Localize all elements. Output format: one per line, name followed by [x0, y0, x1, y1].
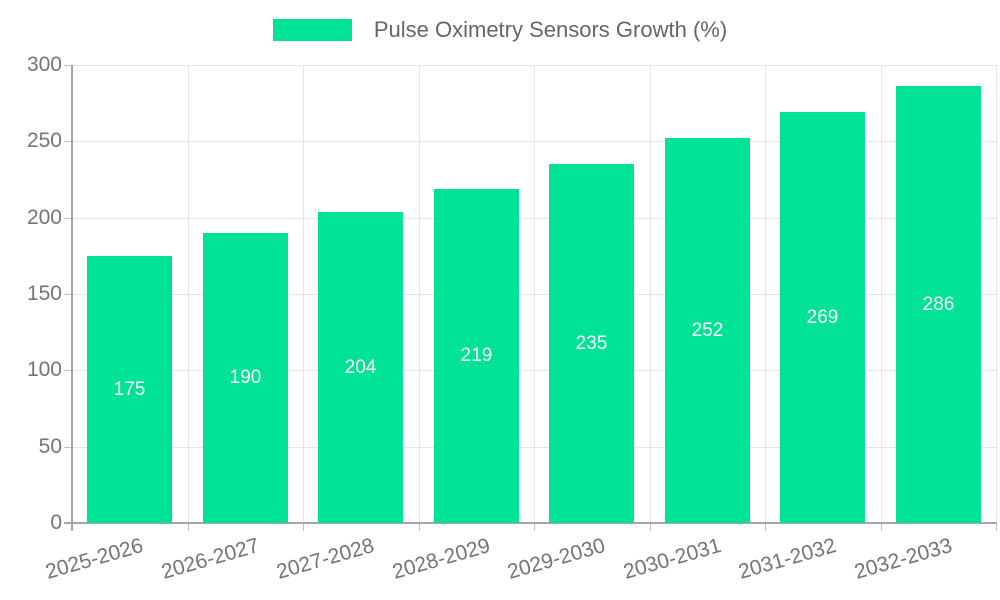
- y-axis-tick-label: 0: [50, 511, 62, 534]
- bar[interactable]: [665, 138, 750, 523]
- gridline-vertical: [303, 65, 304, 523]
- gridline-vertical: [188, 65, 189, 523]
- bar-value-label: 269: [806, 307, 839, 328]
- x-tick-mark: [881, 524, 882, 531]
- y-tick-mark: [64, 294, 72, 295]
- x-tick-mark: [419, 524, 420, 531]
- y-tick-mark: [64, 370, 72, 371]
- x-axis-tick-label: 2027-2028: [274, 534, 378, 584]
- legend-swatch-icon: [272, 19, 352, 41]
- bar[interactable]: [434, 189, 519, 523]
- x-axis-tick-label: 2031-2032: [736, 534, 840, 584]
- x-tick-mark: [303, 524, 304, 531]
- x-axis-tick-label: 2030-2031: [620, 534, 724, 584]
- bar[interactable]: [549, 164, 634, 523]
- gridline-vertical: [534, 65, 535, 523]
- bar[interactable]: [780, 112, 865, 523]
- y-axis-line: [71, 65, 73, 531]
- bar-value-label: 190: [229, 367, 262, 388]
- bar-value-label: 252: [691, 320, 724, 341]
- y-axis-tick-label: 200: [26, 206, 62, 229]
- gridline-vertical: [650, 65, 651, 523]
- bar-value-label: 286: [922, 294, 955, 315]
- gridline-vertical: [765, 65, 766, 523]
- y-axis-tick-label: 100: [26, 358, 62, 381]
- bar-value-label: 204: [344, 357, 377, 378]
- y-axis-tick-label: 150: [26, 282, 62, 305]
- gridline-vertical: [996, 65, 997, 523]
- x-tick-mark: [534, 524, 535, 531]
- x-axis-tick-label: 2029-2030: [505, 534, 609, 584]
- y-tick-mark: [64, 218, 72, 219]
- x-tick-mark: [188, 524, 189, 531]
- x-axis-tick-label: 2032-2033: [851, 534, 955, 584]
- bar-value-label: 219: [460, 345, 493, 366]
- chart-legend[interactable]: Pulse Oximetry Sensors Growth (%): [0, 17, 1000, 43]
- x-axis-tick-label: 2025-2026: [43, 534, 147, 584]
- bar[interactable]: [318, 212, 403, 523]
- y-axis-tick-label: 300: [26, 53, 62, 76]
- bar-value-label: 235: [575, 333, 608, 354]
- legend-label: Pulse Oximetry Sensors Growth (%): [373, 17, 728, 42]
- x-axis-line: [64, 522, 997, 524]
- y-tick-mark: [64, 141, 72, 142]
- x-axis-tick-label: 2028-2029: [389, 534, 493, 584]
- gridline-vertical: [419, 65, 420, 523]
- bar[interactable]: [203, 233, 288, 523]
- bar[interactable]: [87, 256, 172, 523]
- x-tick-mark: [765, 524, 766, 531]
- gridline-vertical: [881, 65, 882, 523]
- y-axis-tick-label: 250: [26, 129, 62, 152]
- y-tick-mark: [64, 65, 72, 66]
- x-tick-mark: [996, 524, 997, 531]
- bar[interactable]: [896, 86, 981, 523]
- bar-value-label: 175: [113, 379, 146, 400]
- x-tick-mark: [650, 524, 651, 531]
- y-axis-tick-label: 50: [38, 435, 62, 458]
- x-axis-tick-label: 2026-2027: [158, 534, 262, 584]
- y-tick-mark: [64, 447, 72, 448]
